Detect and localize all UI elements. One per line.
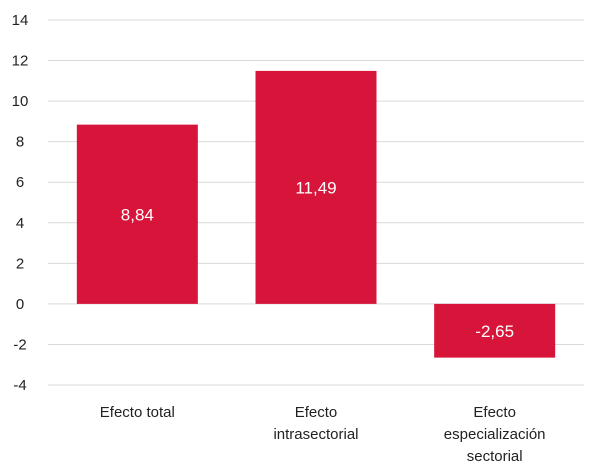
category-label: Efecto [295,404,338,421]
y-tick-label: -4 [13,377,26,394]
category-label: intrasectorial [273,426,358,443]
y-axis-tick-labels: 14 12 10 8 6 4 2 0 -2 -4 [12,12,29,394]
bars [76,70,556,358]
category-label: Efecto [473,404,516,421]
y-tick-label: 14 [12,12,29,29]
data-label: 8,84 [121,205,154,224]
data-labels: 8,84 11,49 -2,65 [121,178,514,340]
category-label: Efecto total [100,404,175,421]
category-label: sectorial [467,448,523,465]
data-label: -2,65 [475,322,514,341]
y-tick-label: -2 [13,336,26,353]
y-tick-label: 0 [16,296,24,313]
category-labels: Efecto total Efecto intrasectorial Efecto es… [100,404,546,465]
y-tick-label: 10 [12,93,29,110]
bar [255,70,377,304]
category-label: especialización [444,426,546,443]
data-label: 11,49 [295,178,336,197]
y-tick-label: 4 [16,215,24,232]
y-tick-label: 12 [12,53,29,70]
y-tick-label: 6 [16,174,24,191]
bar [76,124,198,304]
y-tick-label: 2 [16,255,24,272]
y-tick-label: 8 [16,134,24,151]
bar [434,303,556,358]
